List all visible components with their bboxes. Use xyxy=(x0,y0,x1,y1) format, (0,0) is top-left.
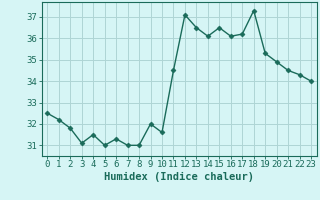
X-axis label: Humidex (Indice chaleur): Humidex (Indice chaleur) xyxy=(104,172,254,182)
